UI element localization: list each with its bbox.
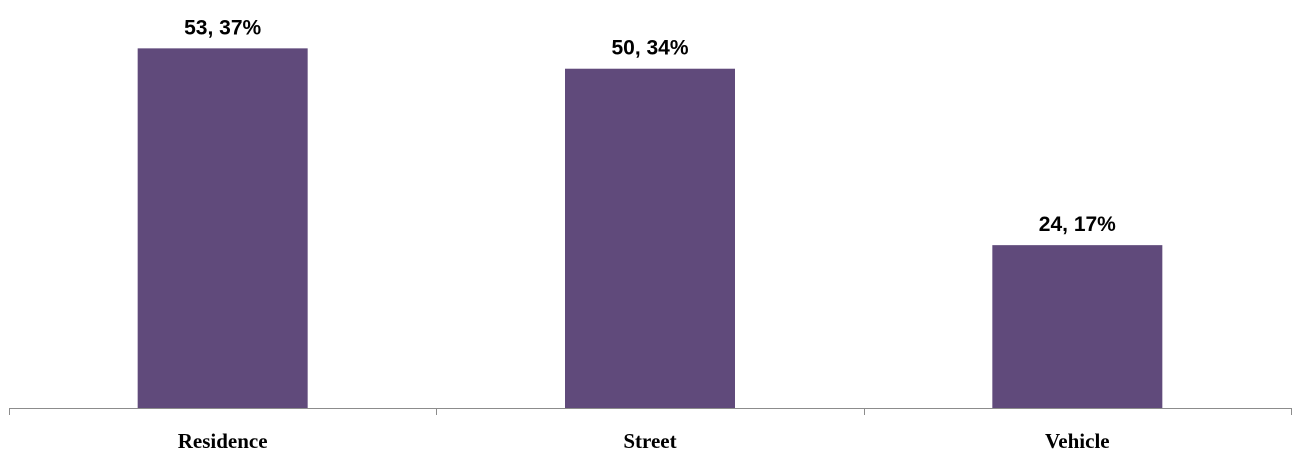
- data-label-street: 50, 34%: [611, 37, 688, 60]
- data-labels-group: 53, 37% 50, 34% 24, 17%: [184, 16, 1117, 236]
- data-label-vehicle: 24, 17%: [1039, 213, 1116, 236]
- bar-vehicle: [992, 245, 1163, 408]
- category-label-vehicle: Vehicle: [1045, 429, 1110, 450]
- x-axis-ticks: [9, 408, 1292, 415]
- category-labels-group: Residence Street Vehicle: [178, 429, 1110, 450]
- bar-street: [565, 68, 735, 408]
- category-label-residence: Residence: [178, 429, 268, 450]
- category-label-street: Street: [623, 429, 676, 450]
- bars-group: [137, 48, 1163, 408]
- data-label-residence: 53, 37%: [184, 16, 261, 39]
- bar-residence: [137, 48, 308, 408]
